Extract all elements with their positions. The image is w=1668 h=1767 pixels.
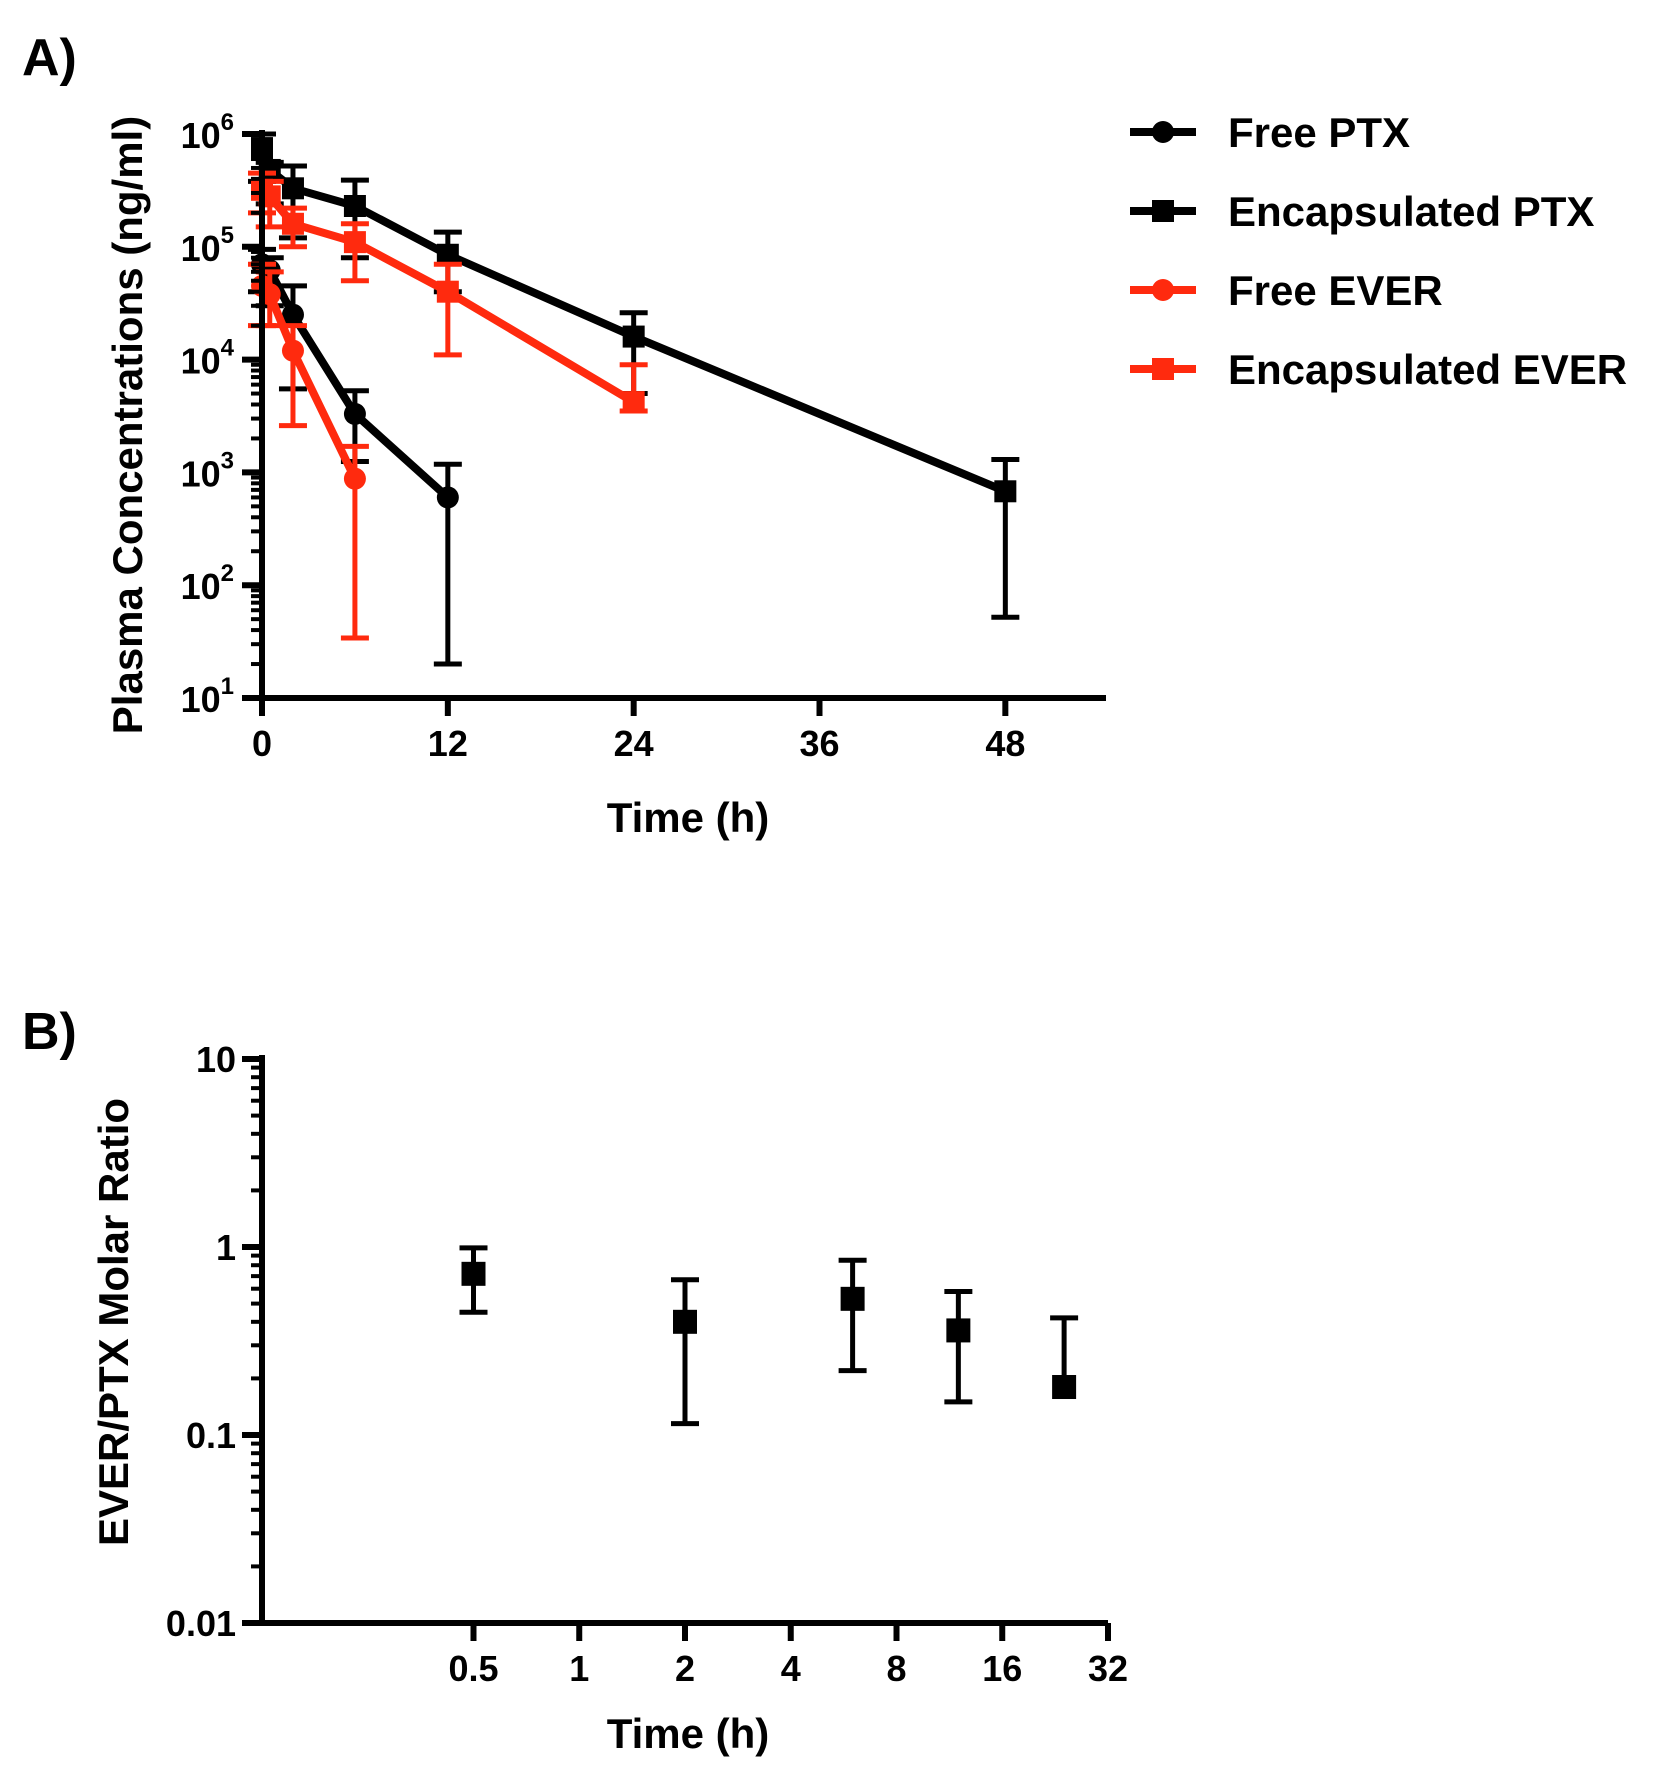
data-point [436,280,459,303]
data-point [622,325,645,348]
x-tick-label: 48 [985,723,1025,764]
legend-label: Free EVER [1228,267,1443,314]
data-point [994,480,1017,503]
legend-marker [1152,279,1174,301]
y-tick-label-b: 1 [216,1227,236,1268]
data-point [946,1318,971,1343]
x-axis-title-b: Time (h) [607,1710,770,1757]
chart-a-plasma-concentrations: 101 102 103 104 105 106 0 12 24 36 48 Time (h) Pla… [104,109,1627,841]
x-tick-label: 12 [428,723,468,764]
y-tick-label-b: 10 [196,1039,236,1080]
y-tick-label: 103 [181,447,234,494]
series-encapsulated-ever [248,170,648,414]
data-point [622,391,645,414]
legend-marker [1152,200,1174,222]
legend-item: Encapsulated PTX [1130,188,1594,235]
panel-a-label: A) [22,29,77,87]
x-tick-label-b: 4 [781,1648,801,1689]
x-tick-label: 0 [252,723,272,764]
y-tick-label-b: 0.1 [186,1415,236,1456]
x-tick-label-b: 1 [569,1648,589,1689]
x-tick-label: 24 [614,723,654,764]
data-point [343,231,366,254]
data-point [281,212,304,235]
y-tick-label: 102 [181,560,234,607]
data-point [343,194,366,217]
data-point [343,467,366,490]
x-tick-label-b: 2 [675,1648,695,1689]
panel-b-label: B) [22,1003,77,1061]
x-tick-label: 36 [799,723,839,764]
y-tick-label: 104 [181,335,235,382]
legend-item: Encapsulated EVER [1130,346,1627,393]
x-tick-label-b: 32 [1088,1648,1128,1689]
legend-marker [1152,358,1174,380]
data-point [281,303,304,326]
x-tick-label-b: 8 [886,1648,906,1689]
x-tick-label-b: 16 [982,1648,1022,1689]
data-point [1052,1375,1077,1400]
data-point [461,1261,486,1286]
x-tick-label-b: 0.5 [448,1648,498,1689]
series-molar-ratio [459,1245,1079,1427]
y-tick-label-b: 0.01 [166,1603,236,1644]
y-tick-label: 101 [181,673,234,720]
data-point [436,486,459,509]
y-axis-title: Plasma Concentrations (ng/ml) [104,116,151,734]
legend-label: Free PTX [1228,109,1410,156]
data-point [436,243,459,266]
y-tick-label: 105 [181,222,234,269]
data-point [343,402,366,425]
data-point [281,339,304,362]
data-point [840,1286,865,1311]
legend-label: Encapsulated EVER [1228,346,1627,393]
y-axis-title-b: EVER/PTX Molar Ratio [90,1098,137,1546]
legend-label: Encapsulated PTX [1228,188,1594,235]
x-axis-title: Time (h) [607,794,770,841]
legend-marker [1152,121,1174,143]
legend-item: Free PTX [1130,109,1410,156]
data-point [281,177,304,200]
y-tick-label: 106 [181,109,234,156]
legend-item: Free EVER [1130,267,1443,314]
data-point [673,1309,697,1334]
